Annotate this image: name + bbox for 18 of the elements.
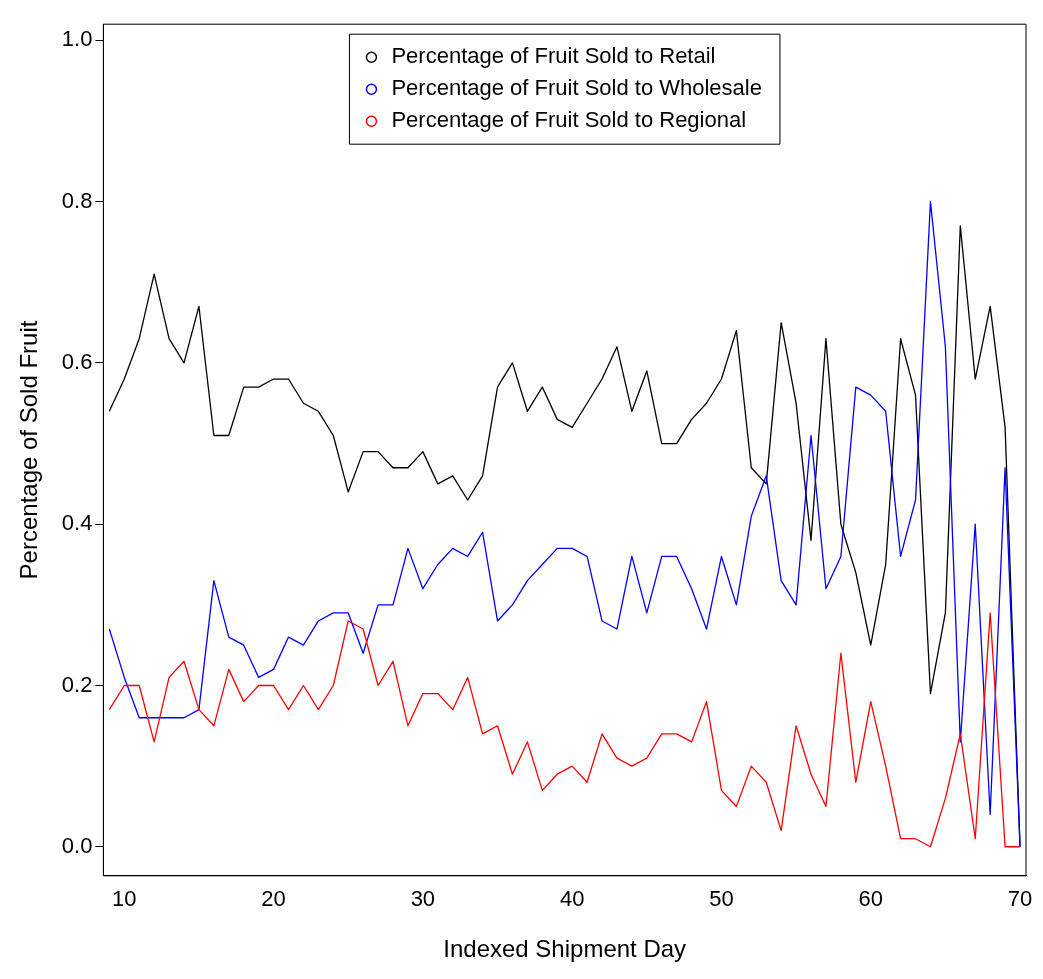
x-tick-label: 30 [410,886,436,912]
x-tick-label: 50 [709,886,734,912]
legend-label: Percentage of Fruit Sold to Retail [391,43,716,69]
y-tick-label: 1.0 [61,26,93,52]
y-tick-label: 0.2 [61,671,93,697]
x-tick-label: 70 [1007,886,1033,912]
y-axis-title: Percentage of Sold Fruit [15,320,43,580]
x-axis-title: Indexed Shipment Day [443,935,687,963]
y-tick-label: 0.8 [61,187,93,213]
y-tick-label: 0.0 [61,832,93,858]
x-tick-label: 20 [261,886,286,912]
x-tick-label: 60 [858,886,883,912]
legend-label: Percentage of Fruit Sold to Wholesale [391,75,762,101]
y-tick-label: 0.6 [61,348,93,374]
legend-label: Percentage of Fruit Sold to Regional [391,107,747,133]
y-tick-label: 0.4 [61,510,93,536]
x-tick-label: 40 [559,886,585,912]
x-tick-label: 10 [112,886,137,912]
